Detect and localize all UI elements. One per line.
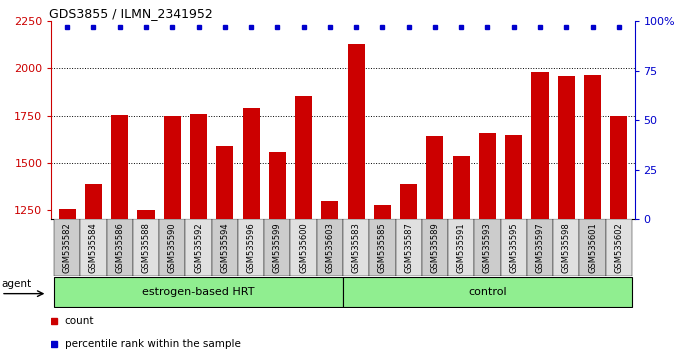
Bar — [185, 219, 212, 276]
Text: GSM535591: GSM535591 — [457, 222, 466, 273]
Bar — [216, 146, 233, 219]
Bar — [290, 219, 317, 276]
Bar — [453, 156, 470, 219]
Text: GSM535584: GSM535584 — [89, 222, 98, 273]
Text: GSM535601: GSM535601 — [588, 222, 597, 273]
Bar — [164, 116, 181, 219]
Text: GSM535590: GSM535590 — [168, 222, 177, 273]
Bar — [106, 219, 133, 276]
FancyBboxPatch shape — [54, 277, 343, 307]
Bar — [558, 76, 575, 219]
Text: GSM535598: GSM535598 — [562, 222, 571, 273]
Text: GSM535603: GSM535603 — [325, 222, 334, 273]
FancyBboxPatch shape — [343, 277, 632, 307]
Bar — [212, 219, 238, 276]
Text: GSM535593: GSM535593 — [483, 222, 492, 273]
Bar — [133, 219, 159, 276]
Bar — [317, 219, 343, 276]
Bar — [479, 133, 496, 219]
Bar — [59, 209, 75, 219]
Bar — [505, 135, 522, 219]
Bar — [54, 219, 80, 276]
Bar — [369, 219, 396, 276]
Bar — [474, 219, 501, 276]
Text: GSM535589: GSM535589 — [430, 222, 440, 273]
Bar — [400, 184, 417, 219]
Text: control: control — [468, 287, 507, 297]
Bar — [243, 108, 259, 219]
Bar — [264, 219, 290, 276]
Bar — [580, 219, 606, 276]
Bar — [527, 219, 553, 276]
Bar — [611, 116, 627, 219]
Bar — [553, 219, 580, 276]
Text: GSM535587: GSM535587 — [404, 222, 413, 273]
Text: GSM535582: GSM535582 — [62, 222, 72, 273]
Text: count: count — [64, 316, 94, 326]
Bar — [111, 115, 128, 219]
Text: GSM535585: GSM535585 — [378, 222, 387, 273]
Text: GSM535599: GSM535599 — [273, 222, 282, 273]
Text: GSM535600: GSM535600 — [299, 222, 308, 273]
Bar — [427, 136, 443, 219]
Bar — [501, 219, 527, 276]
Text: estrogen-based HRT: estrogen-based HRT — [142, 287, 255, 297]
Text: GSM535588: GSM535588 — [141, 222, 150, 273]
Bar — [85, 184, 102, 219]
Bar — [238, 219, 264, 276]
Bar — [396, 219, 422, 276]
Bar — [295, 96, 312, 219]
Text: GSM535602: GSM535602 — [614, 222, 624, 273]
Bar — [80, 219, 106, 276]
Text: GSM535597: GSM535597 — [536, 222, 545, 273]
Text: GSM535583: GSM535583 — [352, 222, 361, 273]
Bar — [137, 210, 154, 219]
Bar — [422, 219, 448, 276]
Bar — [532, 72, 549, 219]
Text: GSM535586: GSM535586 — [115, 222, 124, 273]
Bar — [190, 114, 207, 219]
Bar — [343, 219, 369, 276]
Bar — [584, 75, 601, 219]
Text: GSM535594: GSM535594 — [220, 222, 229, 273]
Bar — [606, 219, 632, 276]
Text: GSM535596: GSM535596 — [246, 222, 256, 273]
Bar — [348, 44, 365, 219]
Text: GSM535595: GSM535595 — [509, 222, 518, 273]
Text: GSM535592: GSM535592 — [194, 222, 203, 273]
Bar — [159, 219, 185, 276]
Text: GDS3855 / ILMN_2341952: GDS3855 / ILMN_2341952 — [49, 7, 212, 20]
Bar — [269, 152, 286, 219]
Text: percentile rank within the sample: percentile rank within the sample — [64, 339, 241, 349]
Bar — [321, 201, 338, 219]
Bar — [374, 205, 391, 219]
Bar — [448, 219, 474, 276]
Text: agent: agent — [1, 279, 31, 289]
